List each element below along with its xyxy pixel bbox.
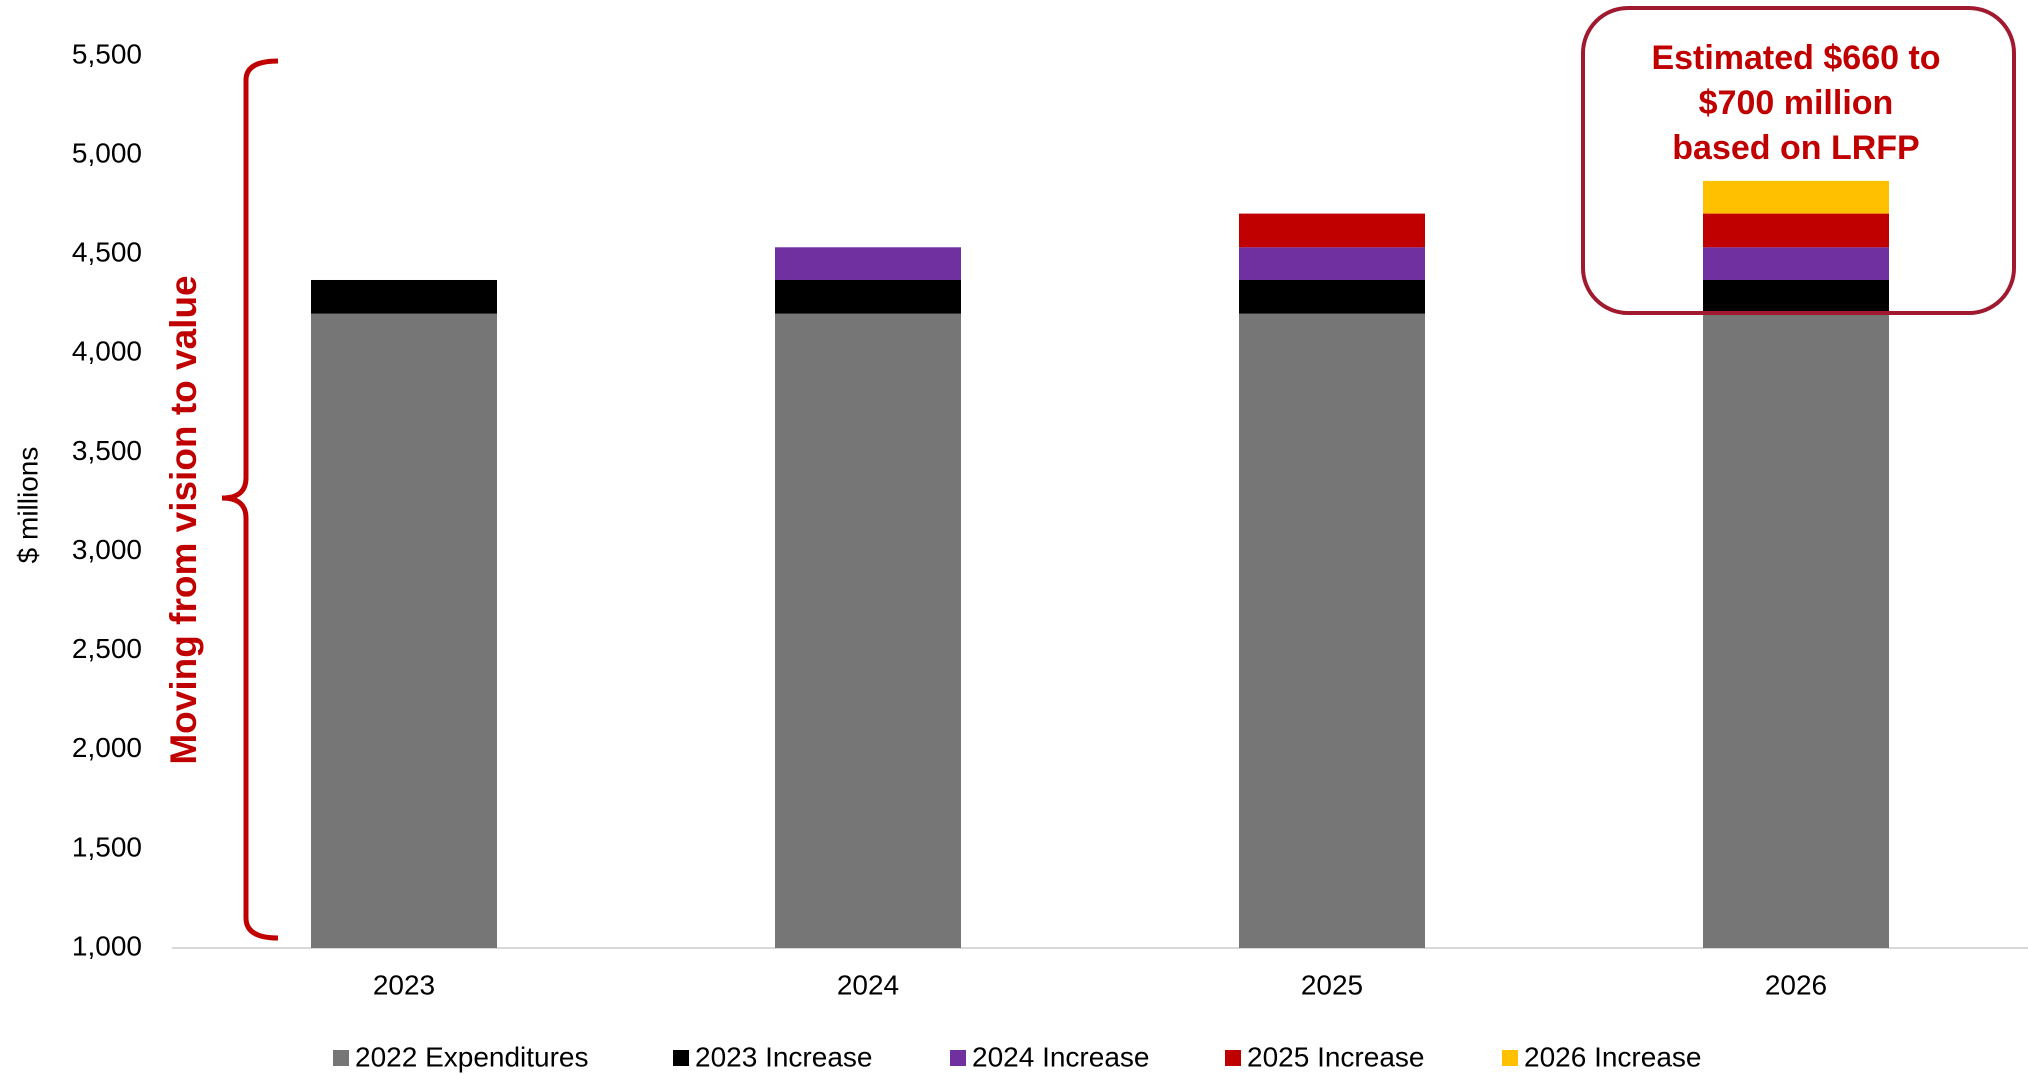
legend-swatch <box>1225 1050 1241 1066</box>
legend-label: 2023 Increase <box>695 1041 872 1072</box>
brace <box>221 58 279 941</box>
y-tick-label: 1,000 <box>72 930 142 961</box>
callout-text: $700 million <box>1699 84 1894 122</box>
bar-segment <box>775 279 961 314</box>
bar-segment <box>1239 247 1425 280</box>
legend-swatch <box>950 1050 966 1066</box>
y-tick-label: 5,500 <box>72 38 142 69</box>
bar-segment <box>1239 279 1425 314</box>
x-tick-label: 2023 <box>373 969 435 1000</box>
callout-text: Estimated $660 to <box>1651 39 1940 77</box>
y-axis-label: $ millions <box>12 447 43 564</box>
y-tick-label: 1,500 <box>72 831 142 862</box>
callout-text: based on LRFP <box>1672 129 1919 167</box>
bar-segment <box>1703 213 1889 248</box>
bar-segment <box>1703 279 1889 314</box>
brace-label: Moving from vision to value <box>163 275 204 764</box>
legend-label: 2025 Increase <box>1247 1041 1424 1072</box>
legend-label: 2022 Expenditures <box>355 1041 589 1072</box>
y-tick-label: 3,500 <box>72 435 142 466</box>
y-tick-label: 4,000 <box>72 336 142 367</box>
bar-segment <box>1703 247 1889 280</box>
bar-segment <box>311 313 497 948</box>
x-tick-label: 2026 <box>1765 969 1827 1000</box>
y-tick-label: 3,000 <box>72 534 142 565</box>
y-tick-label: 4,500 <box>72 237 142 268</box>
bar-segment <box>1239 313 1425 948</box>
bar-segment <box>311 279 497 314</box>
x-tick-label: 2025 <box>1301 969 1363 1000</box>
y-tick-label: 5,000 <box>72 138 142 169</box>
legend-label: 2026 Increase <box>1524 1041 1701 1072</box>
x-tick-label: 2024 <box>837 969 899 1000</box>
bar-segment <box>775 313 961 948</box>
legend-label: 2024 Increase <box>972 1041 1149 1072</box>
legend-swatch <box>673 1050 689 1066</box>
callout-box <box>1581 6 2016 315</box>
legend-swatch <box>1502 1050 1518 1066</box>
y-tick-label: 2,000 <box>72 732 142 763</box>
bar-segment <box>1703 180 1889 214</box>
bar-segment <box>1239 213 1425 248</box>
bar-segment <box>775 247 961 280</box>
y-tick-label: 2,500 <box>72 633 142 664</box>
bar-segment <box>1703 313 1889 948</box>
legend-swatch <box>333 1050 349 1066</box>
